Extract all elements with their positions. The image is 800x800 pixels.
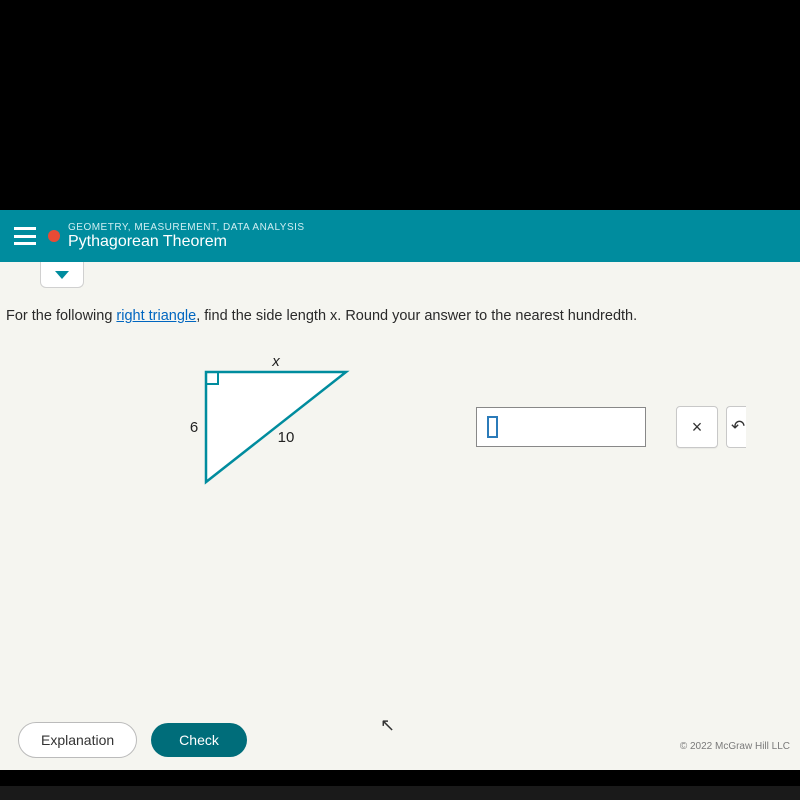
clear-button[interactable]: ×: [676, 406, 718, 448]
label-6: 6: [190, 419, 198, 436]
header-bar: GEOMETRY, MEASUREMENT, DATA ANALYSIS Pyt…: [0, 210, 800, 262]
question-area: For the following right triangle, find t…: [0, 262, 800, 502]
chevron-down-icon: [55, 271, 69, 279]
check-button[interactable]: Check: [151, 723, 247, 757]
question-suffix: , find the side length x. Round your ans…: [196, 308, 637, 324]
label-x: x: [271, 353, 280, 370]
triangle-figure: x 6 10: [186, 352, 416, 502]
copyright-text: © 2022 McGraw Hill LLC: [680, 741, 790, 752]
input-cursor-icon: [487, 416, 498, 438]
breadcrumb: GEOMETRY, MEASUREMENT, DATA ANALYSIS: [68, 222, 305, 233]
check-label: Check: [179, 732, 219, 748]
dropdown-tab[interactable]: [40, 262, 84, 288]
tool-panel: × ↶: [676, 406, 746, 448]
reset-icon: ↶: [731, 417, 745, 437]
app-frame: GEOMETRY, MEASUREMENT, DATA ANALYSIS Pyt…: [0, 210, 800, 770]
triangle-shape: [206, 372, 346, 482]
question-prefix: For the following: [6, 308, 116, 324]
x-icon: ×: [692, 417, 703, 438]
explanation-label: Explanation: [41, 732, 114, 748]
explanation-button[interactable]: Explanation: [18, 722, 137, 758]
label-10: 10: [278, 429, 295, 446]
answer-input[interactable]: [476, 407, 646, 447]
menu-icon[interactable]: [14, 227, 36, 245]
taskbar: [0, 786, 800, 800]
question-text: For the following right triangle, find t…: [6, 308, 784, 324]
right-triangle-link[interactable]: right triangle: [116, 308, 196, 324]
reset-button[interactable]: ↶: [726, 406, 746, 448]
footer-bar: Explanation Check © 2022 McGraw Hill LLC: [0, 722, 800, 758]
status-dot-icon: [48, 230, 60, 242]
topic-title: Pythagorean Theorem: [68, 233, 305, 251]
